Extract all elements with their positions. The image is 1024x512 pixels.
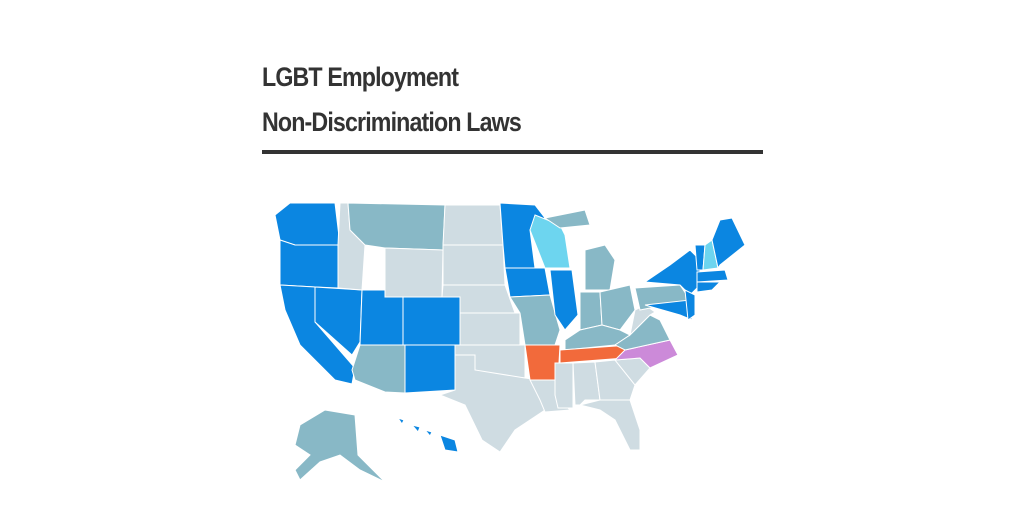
state-region (274, 202, 341, 246)
state-region (504, 267, 551, 298)
state-region (294, 409, 386, 483)
state-region (684, 289, 696, 321)
state-region (696, 269, 729, 283)
state-region (347, 202, 446, 251)
state-region (351, 344, 406, 394)
state-region (442, 204, 504, 246)
state-region (396, 417, 405, 425)
state-region (459, 312, 521, 346)
state-region (543, 209, 591, 229)
state-region (438, 354, 546, 453)
state-region (279, 239, 339, 289)
state-region (439, 434, 459, 453)
state-region (402, 296, 461, 346)
state-region (644, 299, 693, 321)
state-region (711, 217, 746, 270)
state-region (359, 289, 404, 346)
state-region (384, 247, 444, 298)
state-region (442, 244, 506, 286)
state-region (423, 429, 433, 437)
state-region (554, 362, 574, 409)
state-region (594, 359, 636, 401)
state-region (599, 284, 636, 331)
state-region (404, 344, 456, 394)
title-line: LGBT Employment (262, 62, 459, 92)
state-region (584, 244, 616, 291)
title-rule (262, 150, 763, 154)
state-region (549, 269, 579, 331)
state-region (579, 291, 603, 331)
state-region (696, 281, 722, 293)
title-line: Non-Discrimination Laws (262, 107, 522, 137)
state-region (579, 399, 641, 451)
state-region (410, 424, 421, 433)
